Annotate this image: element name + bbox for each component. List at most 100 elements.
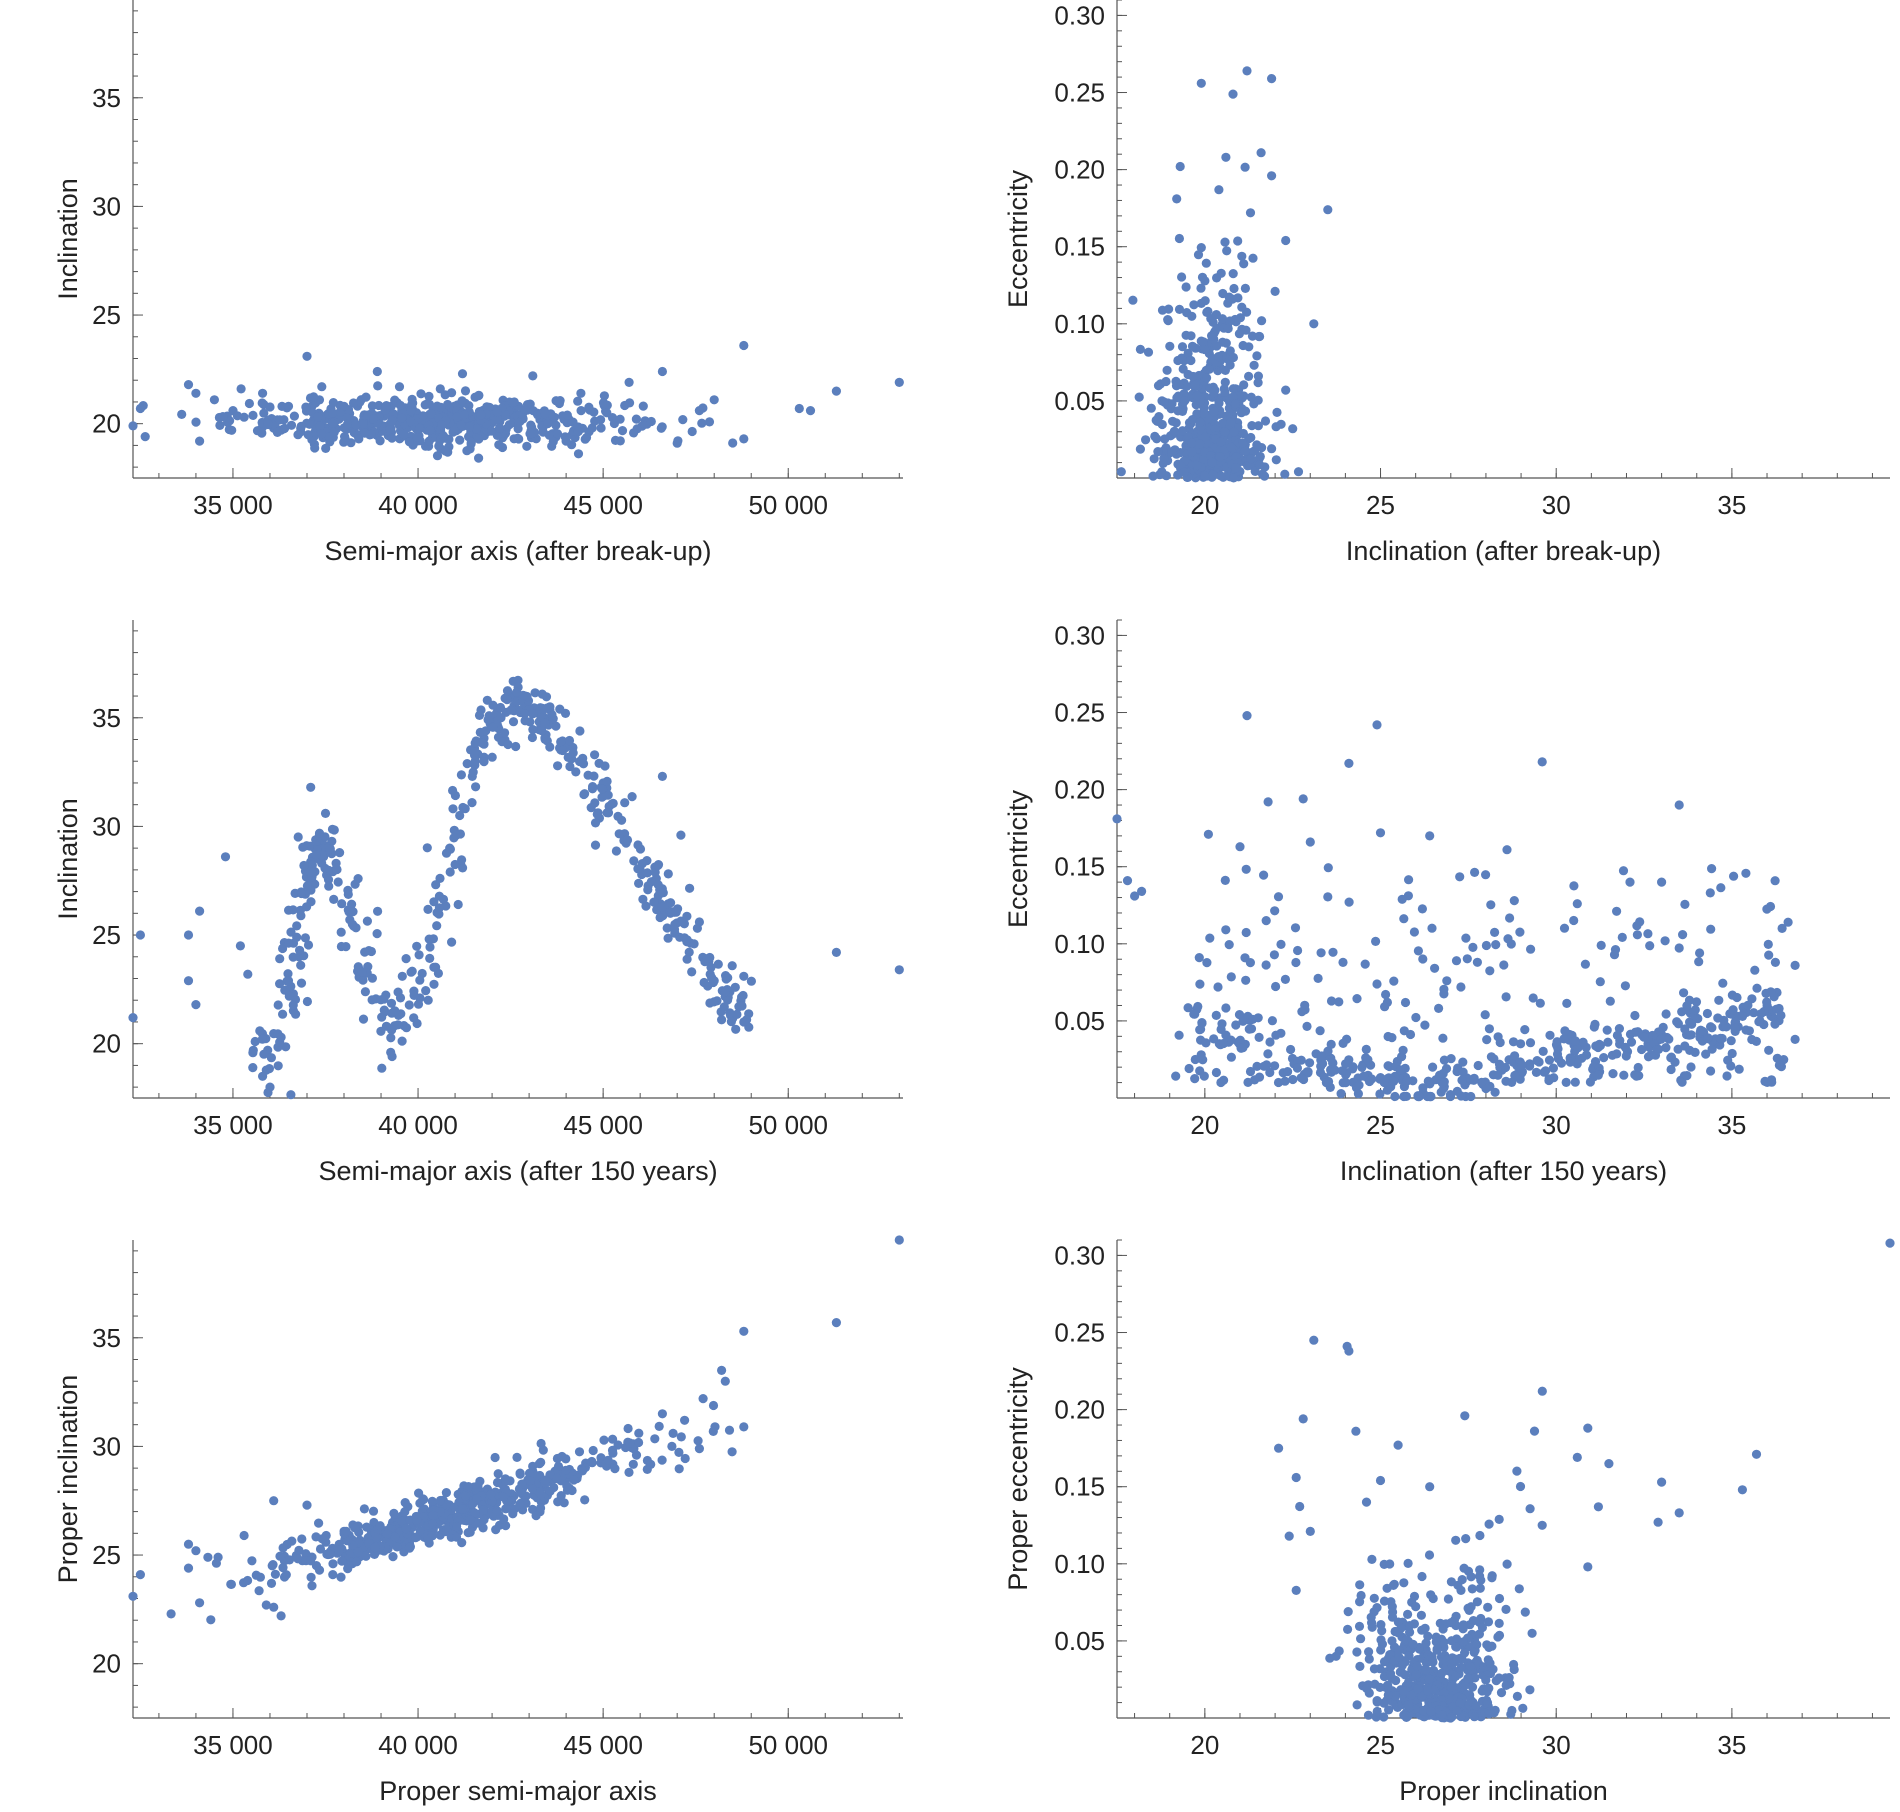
data-point [1457, 1075, 1467, 1085]
data-point [455, 810, 465, 821]
data-point [1177, 272, 1187, 282]
data-point [1391, 1691, 1401, 1701]
data-point [215, 420, 225, 430]
data-point [135, 1570, 145, 1580]
y-axis-label: Inclination [53, 178, 83, 300]
data-point [1690, 1005, 1700, 1015]
data-point [548, 436, 558, 447]
data-point [1366, 1612, 1376, 1622]
data-point [1643, 929, 1653, 939]
data-point [407, 966, 417, 976]
data-point [650, 1434, 660, 1444]
data-point [1483, 1617, 1494, 1627]
data-point [1355, 1580, 1365, 1590]
data-point [1233, 236, 1243, 246]
data-point [1205, 451, 1216, 461]
data-point [1484, 1519, 1494, 1529]
data-point [1363, 1055, 1373, 1065]
data-point [278, 943, 288, 954]
data-point [1361, 1497, 1372, 1507]
data-point [1149, 454, 1159, 464]
data-point [1645, 941, 1655, 951]
data-point [1461, 933, 1471, 943]
data-point [1387, 1612, 1398, 1622]
x-tick-label: 50 000 [748, 1110, 828, 1140]
data-point [1362, 1683, 1372, 1694]
data-point [732, 1009, 742, 1020]
data-point [453, 899, 463, 910]
data-point [1179, 467, 1189, 477]
y-tick-label: 0.05 [1054, 1006, 1105, 1036]
data-point [1190, 1074, 1200, 1084]
data-point [1599, 1053, 1609, 1063]
data-point [1259, 1061, 1269, 1071]
data-point [1483, 1602, 1493, 1612]
data-point [1214, 398, 1224, 408]
data-point [551, 721, 561, 731]
data-point [265, 402, 275, 412]
data-point [1372, 1696, 1382, 1706]
data-point [1451, 956, 1462, 966]
data-point [303, 430, 313, 440]
data-point [739, 340, 749, 351]
data-point [1705, 888, 1715, 898]
x-tick-label: 30 [1542, 490, 1571, 520]
data-point [1175, 161, 1185, 172]
data-point [1377, 1626, 1387, 1636]
data-point [1230, 399, 1241, 409]
data-point [310, 443, 320, 453]
data-point [1183, 348, 1193, 358]
data-point [1141, 435, 1151, 445]
points-group [1274, 1238, 1895, 1723]
y-tick-label: 35 [92, 1323, 121, 1353]
data-point [1572, 1452, 1582, 1462]
data-point [1288, 424, 1298, 434]
data-point [1223, 323, 1233, 334]
data-point [1630, 1010, 1640, 1021]
data-point [1355, 1661, 1365, 1671]
data-point [315, 1544, 326, 1554]
data-point [177, 409, 187, 419]
data-point [1259, 870, 1269, 880]
data-point [1531, 1067, 1541, 1077]
data-point [894, 1235, 904, 1245]
data-point [608, 798, 618, 809]
data-point [498, 1492, 509, 1502]
data-point [257, 1034, 267, 1044]
data-point [1545, 1030, 1555, 1040]
data-point [602, 776, 612, 787]
data-point [573, 426, 583, 437]
data-point [1239, 380, 1249, 390]
data-point [1673, 1019, 1683, 1029]
data-point [128, 1013, 138, 1023]
data-point [1182, 381, 1192, 391]
data-point [415, 975, 425, 985]
data-point [1231, 463, 1241, 473]
data-point [1595, 977, 1605, 987]
data-point [1267, 444, 1277, 454]
data-point [261, 1600, 271, 1610]
data-point [1372, 720, 1382, 730]
y-tick-label: 25 [92, 1540, 121, 1570]
data-point [1229, 473, 1239, 483]
data-point [627, 792, 637, 802]
data-point [739, 434, 749, 444]
data-point [1229, 427, 1239, 437]
data-point [1465, 1661, 1475, 1671]
data-point [1741, 868, 1751, 878]
data-point [1510, 1051, 1520, 1061]
data-point [704, 417, 715, 427]
data-point [1694, 957, 1704, 967]
data-point [1525, 1685, 1535, 1695]
data-point [1726, 1036, 1736, 1046]
data-point [1134, 392, 1144, 402]
data-point [1169, 426, 1179, 436]
data-point [320, 863, 330, 873]
data-point [1195, 979, 1205, 989]
data-point [656, 423, 666, 433]
data-point [1323, 863, 1333, 873]
data-point [607, 1445, 618, 1455]
data-point [1253, 371, 1263, 381]
data-point [1248, 253, 1258, 263]
data-point [258, 388, 268, 398]
